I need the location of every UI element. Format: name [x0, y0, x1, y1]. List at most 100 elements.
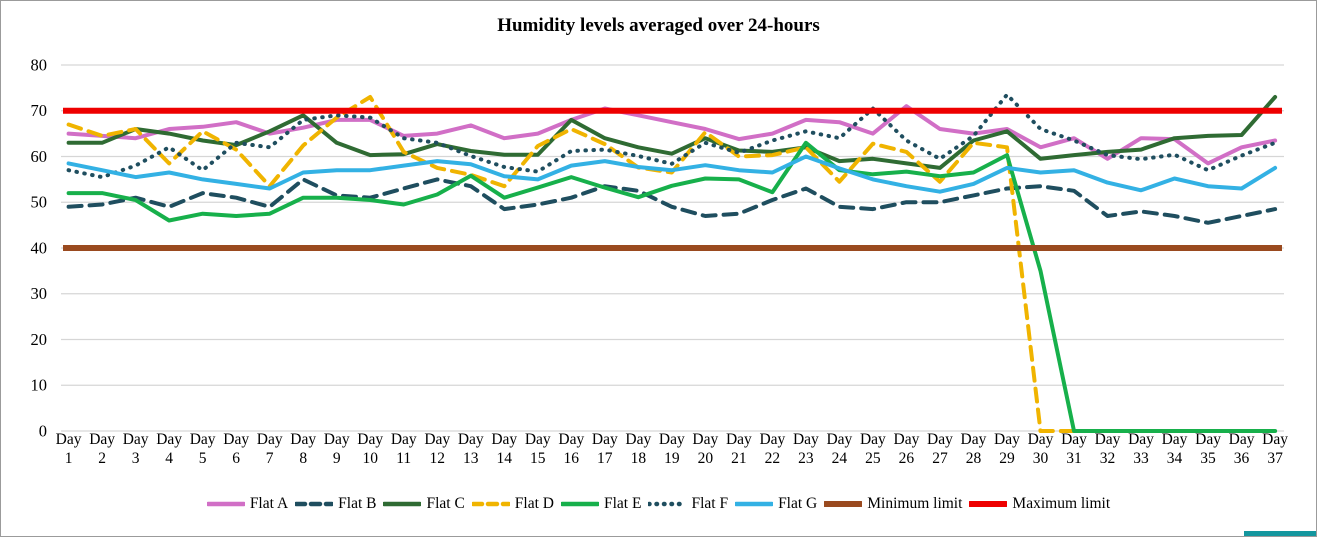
x-tick-label-word: Day — [1262, 431, 1288, 448]
legend-line-swatch-icon — [969, 501, 1008, 507]
x-tick-label-num: 26 — [899, 450, 915, 467]
x-tick-label-num: 22 — [765, 450, 781, 467]
y-tick-label: 20 — [31, 330, 48, 349]
x-tick-label-word: Day — [1028, 431, 1054, 448]
x-tick-label-word: Day — [391, 431, 417, 448]
x-tick-label-word: Day — [89, 431, 115, 448]
x-tick-label-num: 28 — [966, 450, 982, 467]
legend-line-swatch-icon — [471, 501, 510, 507]
x-tick-label-num: 17 — [597, 450, 613, 467]
y-tick-label: 10 — [31, 376, 48, 395]
series-line-flat-a — [66, 104, 1278, 166]
x-tick-label-num: 32 — [1100, 450, 1116, 467]
x-tick-label-num: 14 — [497, 450, 513, 467]
x-tick-label-num: 35 — [1200, 450, 1216, 467]
legend-label: Flat C — [426, 495, 465, 512]
y-tick-label: 40 — [31, 238, 48, 257]
x-tick-label-word: Day — [759, 431, 785, 448]
x-tick-label-num: 13 — [463, 450, 479, 467]
legend-item-maximum-limit: Maximum limit — [969, 495, 1110, 513]
y-tick-label: 50 — [31, 193, 48, 212]
legend-label: Flat F — [691, 495, 729, 512]
x-tick-label-word: Day — [692, 431, 718, 448]
x-tick-label-num: 27 — [932, 450, 948, 467]
x-tick-label-num: 36 — [1234, 450, 1250, 467]
x-tick-label-num: 2 — [98, 450, 106, 467]
y-tick-label: 80 — [31, 55, 48, 74]
chart-canvas: 0 10 20 30 40 50 60 70 80 Day 1 Day 2 Day 3 Day 4 Day 5 Day… — [31, 55, 1289, 467]
legend-item-flat-b: Flat B — [295, 495, 376, 513]
x-tick-label-num: 16 — [564, 450, 580, 467]
legend-item-minimum-limit: Minimum limit — [824, 495, 962, 513]
x-tick-label-num: 11 — [396, 450, 411, 467]
x-tick-label-word: Day — [123, 431, 149, 448]
legend-label: Flat B — [338, 495, 377, 512]
x-tick-label-word: Day — [659, 431, 685, 448]
legend-item-flat-g: Flat G — [735, 495, 817, 513]
x-tick-label-word: Day — [290, 431, 316, 448]
x-tick-label-word: Day — [257, 431, 283, 448]
x-tick-label-word: Day — [726, 431, 752, 448]
x-tick-label-num: 37 — [1267, 450, 1283, 467]
x-tick-label-word: Day — [156, 431, 182, 448]
series-line-flat-e — [66, 140, 1278, 433]
x-tick-label-word: Day — [894, 431, 920, 448]
x-tick-label-num: 3 — [132, 450, 140, 467]
x-tick-label-word: Day — [56, 431, 82, 448]
legend-line-swatch-icon — [735, 501, 774, 507]
legend-line-swatch-icon — [648, 501, 687, 507]
x-tick-label-num: 7 — [266, 450, 274, 467]
legend-item-flat-d: Flat D — [471, 495, 554, 513]
x-tick-label-num: 24 — [832, 450, 848, 467]
x-tick-label-num: 15 — [530, 450, 546, 467]
x-tick-label-num: 29 — [999, 450, 1015, 467]
x-tick-label-word: Day — [491, 431, 517, 448]
x-tick-label-num: 6 — [232, 450, 240, 467]
legend-item-flat-e: Flat E — [560, 495, 642, 513]
x-tick-label-word: Day — [927, 431, 953, 448]
series-line-flat-f — [66, 92, 1278, 180]
x-tick-label-word: Day — [223, 431, 249, 448]
x-tick-label-num: 1 — [65, 450, 73, 467]
x-tick-label-num: 4 — [165, 450, 173, 467]
legend-line-swatch-icon — [383, 501, 422, 507]
legend-line-swatch-icon — [206, 501, 245, 507]
x-tick-label-num: 31 — [1066, 450, 1082, 467]
x-tick-label-word: Day — [826, 431, 852, 448]
x-tick-label-word: Day — [592, 431, 618, 448]
x-tick-label-num: 19 — [664, 450, 680, 467]
x-tick-label-num: 9 — [333, 450, 341, 467]
x-tick-label-word: Day — [458, 431, 484, 448]
legend-label: Maximum limit — [1012, 495, 1111, 512]
x-tick-label-word: Day — [625, 431, 651, 448]
x-tick-label-num: 21 — [731, 450, 747, 467]
x-tick-label-num: 25 — [865, 450, 881, 467]
x-tick-label-word: Day — [1162, 431, 1188, 448]
x-tick-label-num: 23 — [798, 450, 814, 467]
x-tick-label-word: Day — [860, 431, 886, 448]
x-tick-label-num: 10 — [362, 450, 378, 467]
legend-label: Flat E — [603, 495, 642, 512]
x-tick-label-num: 12 — [429, 450, 445, 467]
chart-legend: Flat A Flat B Flat C Flat D Flat E Flat F Flat… — [1, 495, 1316, 513]
legend-line-swatch-icon — [560, 501, 599, 507]
series-line-flat-b — [66, 177, 1278, 225]
x-tick-label-word: Day — [994, 431, 1020, 448]
legend-item-flat-a: Flat A — [206, 495, 289, 513]
x-tick-label-word: Day — [324, 431, 350, 448]
x-tick-label-word: Day — [1061, 431, 1087, 448]
chart-title: Humidity levels averaged over 24-hours — [497, 15, 820, 36]
legend-label: Flat A — [249, 495, 289, 512]
x-tick-label-word: Day — [1229, 431, 1255, 448]
x-tick-label-word: Day — [1128, 431, 1154, 448]
x-tick-label-word: Day — [1195, 431, 1221, 448]
x-tick-label-word: Day — [793, 431, 819, 448]
x-tick-label-num: 18 — [631, 450, 647, 467]
y-tick-label: 60 — [31, 147, 48, 166]
legend-label: Minimum limit — [867, 495, 963, 512]
x-tick-label-word: Day — [558, 431, 584, 448]
x-tick-label-word: Day — [357, 431, 383, 448]
x-tick-label-word: Day — [961, 431, 987, 448]
legend-label: Flat D — [514, 495, 554, 512]
